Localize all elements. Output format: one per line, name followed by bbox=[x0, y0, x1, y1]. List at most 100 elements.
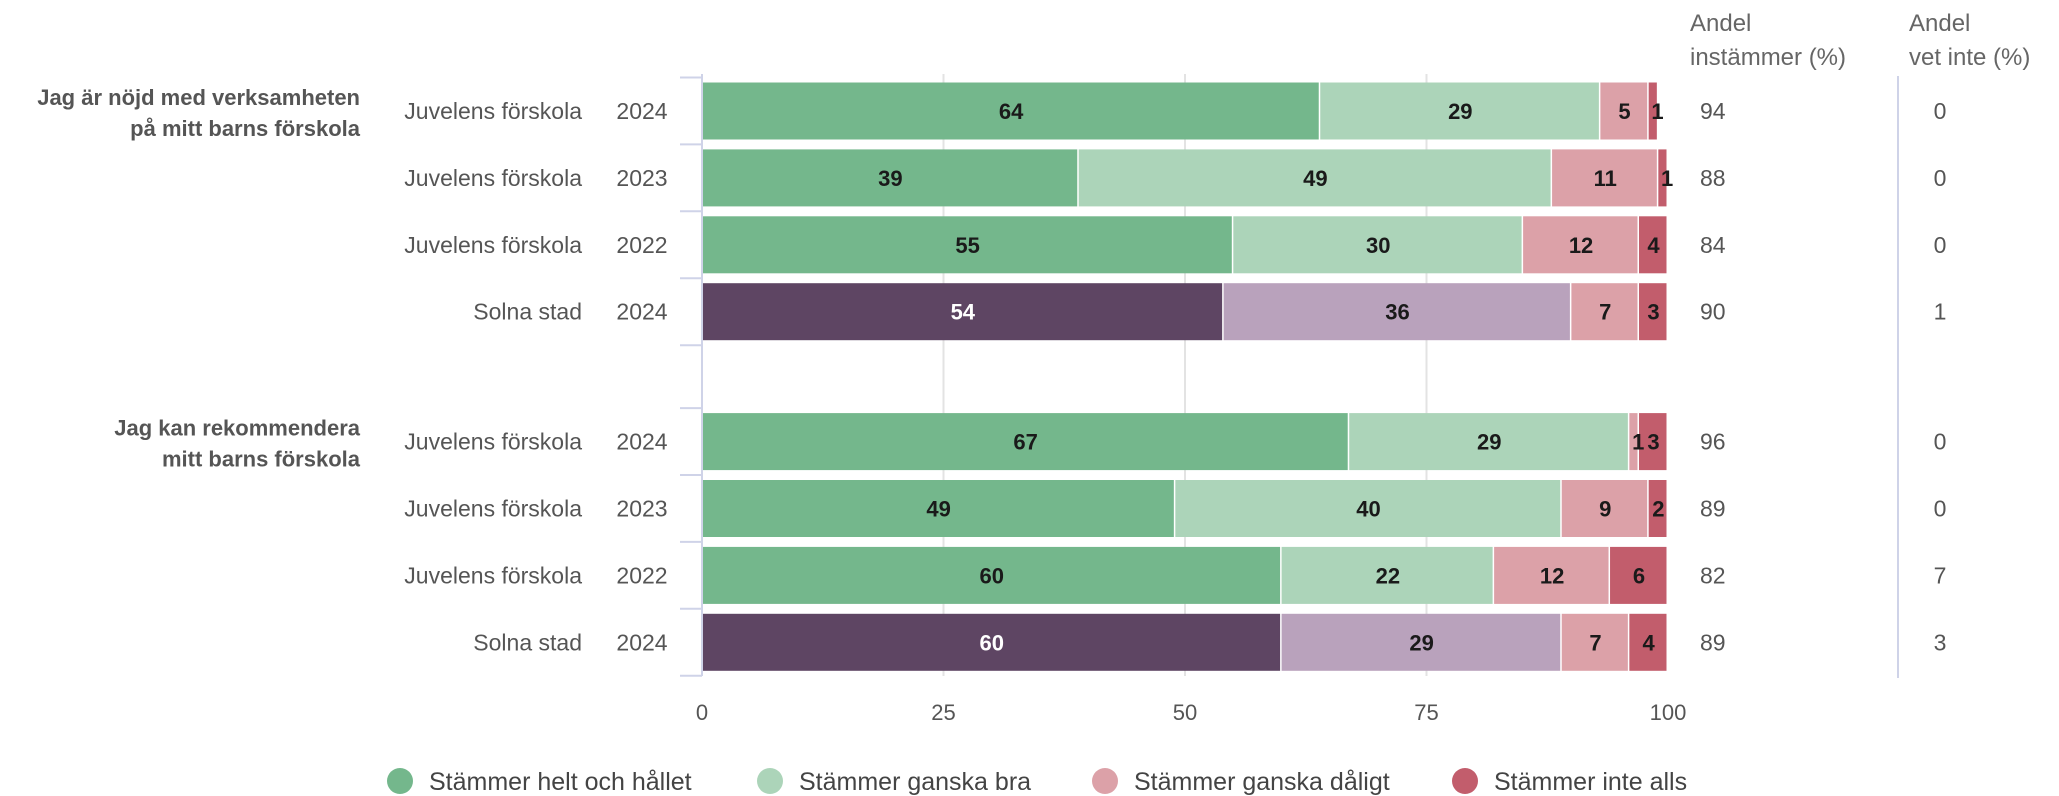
bar-segment bbox=[702, 82, 1319, 140]
bar-value-label: 49 bbox=[1303, 166, 1327, 191]
bar-segment bbox=[1648, 82, 1657, 140]
agree-column-header: Andel instämmer (%) bbox=[1690, 10, 1846, 71]
bar-value-label: 29 bbox=[1448, 99, 1472, 124]
bar-segment bbox=[702, 149, 1078, 207]
bar-segment bbox=[1639, 413, 1667, 471]
bar-value-label: 1 bbox=[1661, 166, 1673, 191]
bar-segment bbox=[1629, 613, 1667, 671]
legend-label: Stämmer helt och hållet bbox=[429, 768, 692, 796]
dont-know-column-header-line: vet inte (%) bbox=[1909, 44, 2030, 71]
dont-know-value: 1 bbox=[1934, 299, 1947, 325]
bar-value-label: 1 bbox=[1632, 430, 1644, 455]
bar-value-label: 12 bbox=[1569, 233, 1593, 258]
bar-value-label: 4 bbox=[1643, 630, 1656, 655]
legend-label: Stämmer inte alls bbox=[1494, 768, 1687, 796]
row-year-label: 2024 bbox=[616, 629, 667, 655]
agree-value: 89 bbox=[1700, 629, 1726, 655]
row-unit-label: Solna stad bbox=[473, 299, 582, 325]
x-tick-label: 50 bbox=[1173, 700, 1197, 725]
bar-value-label: 67 bbox=[1013, 430, 1037, 455]
bar-segment bbox=[1233, 216, 1522, 274]
legend-swatch bbox=[757, 768, 783, 794]
bar-segment bbox=[1610, 546, 1667, 604]
bar-segment bbox=[1349, 413, 1628, 471]
question-label-line: på mitt barns förskola bbox=[130, 116, 361, 141]
bar-segment bbox=[1523, 216, 1638, 274]
bar-value-label: 29 bbox=[1477, 430, 1501, 455]
x-tick-label: 75 bbox=[1414, 700, 1438, 725]
row-unit-label: Solna stad bbox=[473, 629, 582, 655]
dont-know-column-header: Andel vet inte (%) bbox=[1909, 10, 2030, 71]
bar-segment bbox=[1175, 480, 1561, 537]
dont-know-value: 0 bbox=[1934, 232, 1947, 258]
x-tick-label: 0 bbox=[696, 700, 708, 725]
bar-value-label: 60 bbox=[980, 630, 1004, 655]
agree-value: 82 bbox=[1700, 562, 1726, 588]
bar-value-label: 40 bbox=[1356, 497, 1380, 522]
bar-value-label: 3 bbox=[1647, 430, 1659, 455]
bar-value-label: 1 bbox=[1651, 99, 1663, 124]
row-unit-label: Juvelens förskola bbox=[404, 496, 582, 522]
row-year-label: 2024 bbox=[616, 98, 667, 124]
dont-know-value: 0 bbox=[1934, 165, 1947, 191]
dont-know-value: 7 bbox=[1934, 562, 1947, 588]
agree-value: 89 bbox=[1700, 496, 1726, 522]
legend-swatch bbox=[387, 768, 413, 794]
bar-segment bbox=[1281, 613, 1561, 671]
legend-swatch bbox=[1452, 768, 1478, 794]
labels-layer: Jag är nöjd med verksamheten på mitt barn… bbox=[37, 85, 1673, 655]
dont-know-value: 0 bbox=[1934, 98, 1947, 124]
legend: Stämmer helt och hållet Stämmer ganska br… bbox=[387, 768, 1687, 796]
row-unit-label: Juvelens förskola bbox=[404, 232, 582, 258]
dont-know-value: 3 bbox=[1934, 629, 1947, 655]
dont-know-value: 0 bbox=[1934, 496, 1947, 522]
bar-segment bbox=[1639, 283, 1667, 341]
row-unit-label: Juvelens förskola bbox=[404, 165, 582, 191]
bar-value-label: 9 bbox=[1599, 497, 1611, 522]
bar-segment bbox=[702, 613, 1281, 671]
bar-value-label: 4 bbox=[1647, 233, 1660, 258]
bar-segment bbox=[1561, 613, 1628, 671]
bar-segment bbox=[1571, 283, 1638, 341]
question-label-line: Jag är nöjd med verksamheten bbox=[37, 85, 360, 110]
legend-label: Stämmer ganska dåligt bbox=[1134, 768, 1390, 796]
bar-value-label: 55 bbox=[955, 233, 979, 258]
dont-know-column-header-line: Andel bbox=[1909, 10, 1970, 37]
bar-value-label: 30 bbox=[1366, 233, 1390, 258]
question-label: Jag kan rekommendera mitt barns förskola bbox=[114, 416, 361, 472]
bar-value-label: 29 bbox=[1409, 630, 1433, 655]
row-year-label: 2024 bbox=[616, 299, 667, 325]
row-year-label: 2023 bbox=[616, 165, 667, 191]
bar-value-label: 2 bbox=[1652, 497, 1664, 522]
agree-column-header-line: instämmer (%) bbox=[1690, 44, 1846, 71]
row-year-label: 2022 bbox=[616, 232, 667, 258]
bar-segment bbox=[1494, 546, 1609, 604]
bars-layer bbox=[702, 82, 1667, 671]
bar-value-label: 54 bbox=[951, 300, 976, 325]
bar-segment bbox=[1552, 149, 1657, 207]
bar-value-label: 12 bbox=[1540, 563, 1564, 588]
agree-value: 84 bbox=[1700, 232, 1726, 258]
bar-segment bbox=[1629, 413, 1638, 471]
x-axis: 0 25 50 75 100 bbox=[680, 74, 1686, 725]
question-label-line: mitt barns förskola bbox=[162, 447, 361, 472]
legend-label: Stämmer ganska bra bbox=[799, 768, 1031, 796]
bar-segment bbox=[1078, 149, 1551, 207]
x-tick-label: 25 bbox=[931, 700, 955, 725]
bar-segment bbox=[1600, 82, 1648, 140]
bar-segment bbox=[1561, 480, 1648, 537]
side-columns: 94 0 88 0 84 0 90 1 96 0 89 0 82 7 89 3 Andel instämmer (… bbox=[1690, 10, 2030, 678]
bar-segment bbox=[702, 480, 1174, 537]
bar-segment bbox=[1320, 82, 1599, 140]
bar-segment bbox=[1281, 546, 1493, 604]
agree-value: 96 bbox=[1700, 429, 1726, 455]
bar-value-label: 60 bbox=[980, 563, 1004, 588]
agree-value: 94 bbox=[1700, 98, 1726, 124]
bar-value-label: 7 bbox=[1599, 300, 1611, 325]
bar-value-label: 36 bbox=[1385, 300, 1409, 325]
row-year-label: 2024 bbox=[616, 429, 667, 455]
bar-value-label: 22 bbox=[1376, 563, 1400, 588]
bar-value-label: 6 bbox=[1633, 563, 1645, 588]
row-unit-label: Juvelens förskola bbox=[404, 98, 582, 124]
